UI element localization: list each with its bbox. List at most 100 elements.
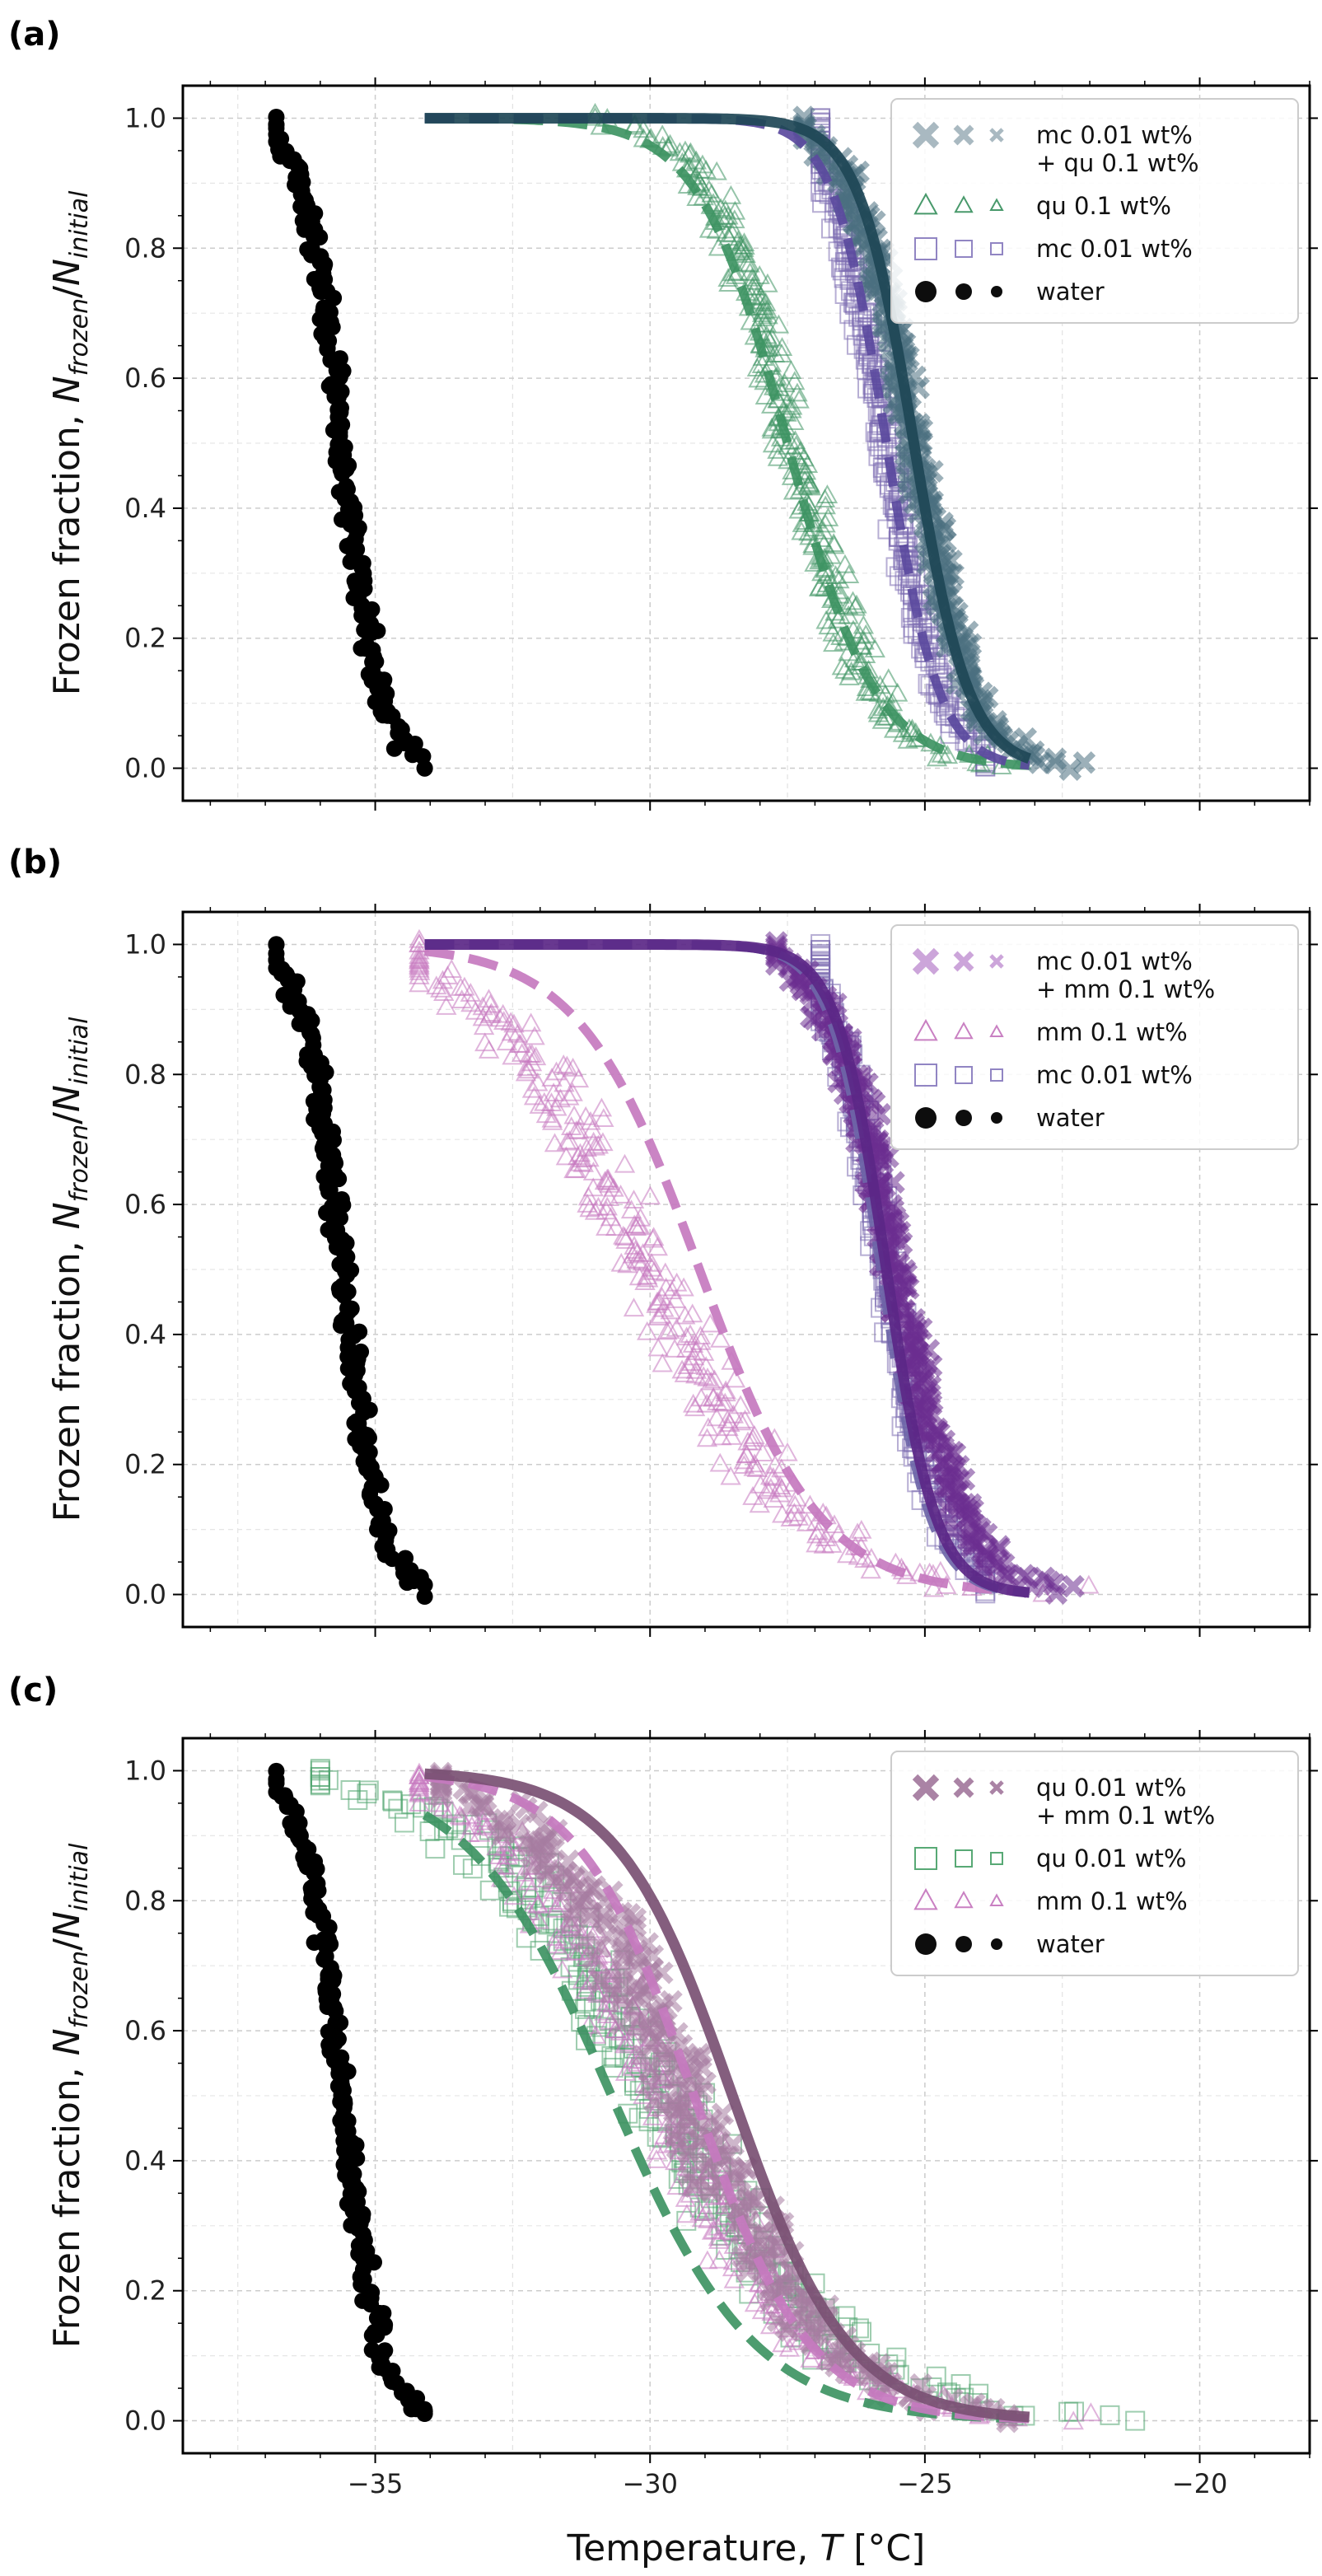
data-point-triangle [709,1328,731,1348]
data-point-circle [292,198,310,215]
data-point-triangle [615,1229,637,1249]
panel-b: (b) 0.0 0.2 0.4 0.6 0.8 1.0 Frozen fraction, … [8,844,1318,1637]
panel-a-ticks: 0.0 0.2 0.4 0.6 0.8 1.0 [124,77,1318,811]
data-point-triangle [730,1395,751,1414]
data-point-triangle [520,1012,542,1032]
data-point-triangle [586,1982,607,2002]
data-point-triangle [711,1426,732,1446]
data-point-triangle [597,1168,619,1188]
data-point-triangle [774,373,796,393]
data-point-triangle [479,993,502,1013]
data-point-cross [708,2115,731,2139]
data-point-triangle [720,185,742,204]
data-point-triangle [652,124,673,144]
data-point-cross [932,1436,955,1459]
y-tick-label: 0.8 [124,1885,166,1916]
data-point-cross [1044,1582,1068,1605]
legend-label: mm 0.1 wt% [1036,1887,1188,1915]
data-point-circle [322,1936,339,1953]
data-point-cross [610,2013,633,2036]
data-point-circle [338,461,355,478]
series-water [268,1762,433,2423]
data-point-cross [662,2100,686,2123]
data-point-triangle [471,1807,493,1827]
data-point-triangle [641,1252,662,1272]
data-point-triangle [695,2201,717,2221]
data-point-triangle [739,262,761,281]
data-point-triangle [797,475,819,494]
data-point-square [739,2284,759,2304]
data-point-circle [354,2226,371,2243]
data-point-circle [319,1999,336,2016]
data-point-triangle [827,609,849,629]
data-point-triangle [867,699,889,719]
data-point-triangle [786,1487,807,1507]
data-point-triangle [757,1480,778,1499]
data-point-triangle [523,1086,545,1106]
panel-b-label: (b) [8,844,62,881]
data-point-triangle [675,2188,697,2207]
data-point-triangle [502,1045,523,1065]
data-point-square [812,193,833,213]
data-point-triangle [647,1307,669,1326]
data-point-triangle [558,1130,581,1150]
data-point-triangle [593,1108,614,1127]
data-point-square [1064,2401,1085,2422]
legend-marker-circle [991,286,1002,297]
data-point-triangle [542,1110,563,1130]
data-point-circle [296,221,313,238]
y-tick-label: 0.2 [124,623,166,654]
data-point-triangle [698,1417,719,1437]
data-point-triangle [614,2062,637,2081]
data-point-triangle [521,1078,544,1098]
legend-marker-triangle [913,1887,938,1910]
data-point-triangle [582,1119,603,1138]
data-point-triangle [556,1055,578,1075]
data-point-triangle [616,2031,638,2051]
y-tick-label: 0.4 [124,1319,166,1350]
data-point-triangle [599,1173,621,1193]
data-point-triangle [767,446,789,466]
y-tick-label: 0.2 [124,1449,166,1480]
legend-marker-square [914,237,937,260]
data-point-triangle [628,1250,650,1269]
data-point-triangle [638,1268,659,1288]
data-point-triangle [816,484,839,503]
svg-text:Frozen fraction, Nfrozen/Ninit: Frozen fraction, Nfrozen/Ninitial [46,1017,94,1522]
series-mm-0.1-wt% [409,928,1100,1602]
data-point-circle [315,258,333,275]
data-point-circle [416,2405,433,2423]
data-point-triangle [527,1072,549,1092]
data-point-triangle [796,454,819,473]
data-point-triangle [515,1062,537,1082]
data-point-triangle [715,1382,736,1402]
data-point-triangle [433,982,455,1001]
data-point-triangle [838,564,860,584]
data-point-triangle [823,533,844,553]
legend-marker-square [914,1847,937,1870]
data-point-circle [416,760,433,777]
data-point-cross [679,2143,702,2166]
data-point-circle [345,589,362,606]
legend-label: mc 0.01 wt% [1036,235,1193,263]
data-point-triangle [783,1503,806,1522]
data-point-triangle [708,2230,730,2249]
legend-marker-circle [955,283,972,300]
data-point-cross [965,1533,989,1556]
data-point-square [340,1780,361,1801]
data-point-triangle [703,1369,726,1389]
data-point-triangle [660,1300,681,1320]
data-point-cross [486,1809,510,1833]
data-point-triangle [682,1334,704,1353]
data-point-circle [369,622,386,639]
data-point-triangle [544,1133,566,1152]
y-tick-label: 0.4 [124,2145,166,2176]
data-point-circle [312,283,329,301]
legend-marker-square [914,1064,937,1087]
data-point-triangle [675,1326,698,1346]
panel-b-legend: mc 0.01 wt%+ mm 0.1 wt%mm 0.1 wt%mc 0.01… [890,924,1299,1150]
data-point-triangle [497,1845,518,1865]
data-point-triangle [666,1317,688,1337]
data-point-triangle [707,2216,729,2236]
